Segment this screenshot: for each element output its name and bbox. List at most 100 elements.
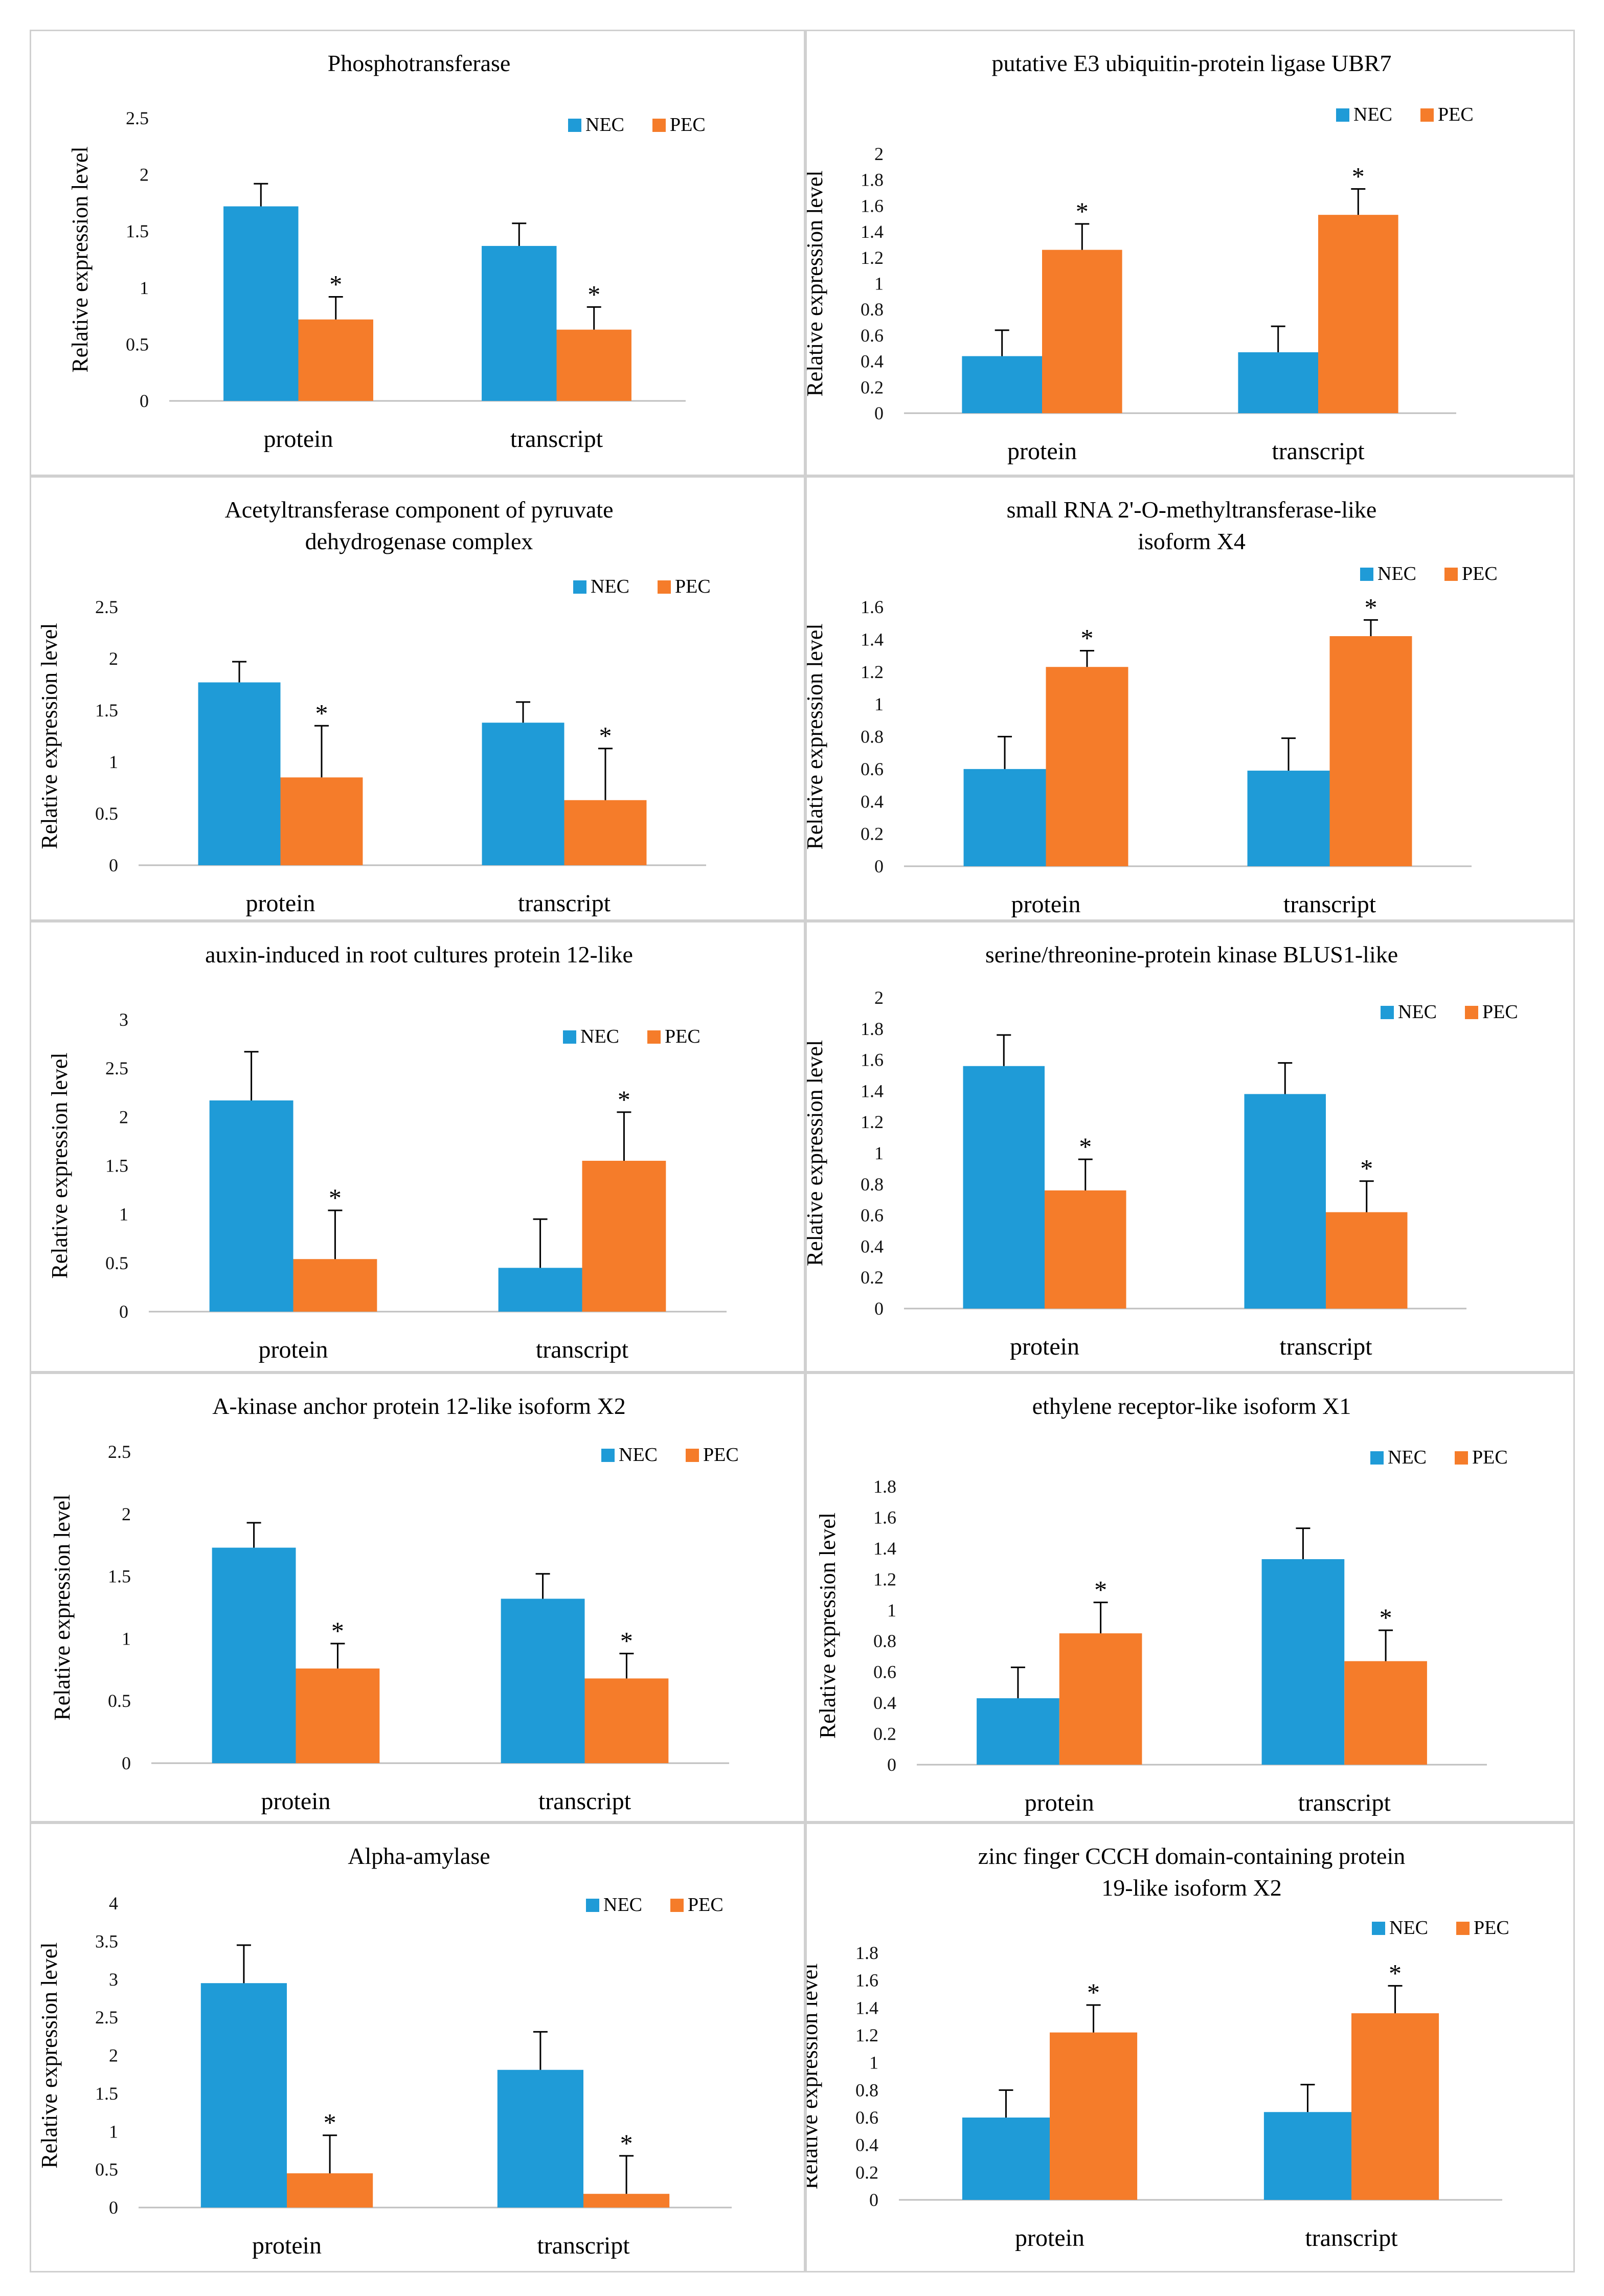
chart-panel: serine/threonine-protein kinase BLUS1-li… — [805, 921, 1575, 1372]
y-tick-label: 1.8 — [873, 1476, 896, 1497]
bar-nec — [482, 723, 564, 865]
bar-nec — [1261, 1559, 1345, 1765]
y-axis-label: Relative expression level — [37, 1942, 62, 2168]
y-tick-label: 1.6 — [855, 1970, 878, 1991]
chart-title-line: zinc finger CCCH domain-containing prote… — [978, 1843, 1405, 1869]
y-tick-label: 0.6 — [873, 1662, 896, 1682]
significance-marker: * — [329, 1183, 342, 1212]
y-tick-label: 2 — [119, 1107, 128, 1127]
significance-marker: * — [1389, 1959, 1402, 1987]
significance-marker: * — [331, 1616, 344, 1645]
legend-label: NEC — [619, 1444, 658, 1466]
y-tick-label: 2 — [109, 2045, 118, 2066]
y-tick-label: 1.8 — [861, 1019, 884, 1039]
significance-marker: * — [599, 722, 612, 750]
y-tick-label: 1.8 — [855, 1943, 878, 1963]
y-tick-label: 1.2 — [861, 247, 884, 268]
y-tick-label: 0 — [119, 1301, 128, 1322]
legend-label: PEC — [675, 576, 711, 597]
bar-nec — [963, 1066, 1045, 1309]
bar-pec — [1326, 1212, 1408, 1309]
legend-label: NEC — [1377, 563, 1416, 584]
y-tick-label: 0.8 — [861, 1174, 884, 1195]
legend-label: NEC — [591, 576, 629, 597]
y-axis-label: Relative expression level — [67, 146, 93, 372]
y-tick-label: 2.5 — [95, 2007, 118, 2028]
legend-swatch-nec — [601, 1449, 615, 1462]
y-tick-label: 3 — [119, 1009, 128, 1030]
chart-title-line: 19-like isoform X2 — [1101, 1875, 1282, 1901]
legend-label: NEC — [603, 1894, 642, 1916]
bar-pec — [584, 1678, 669, 1763]
y-tick-label: 2.5 — [108, 1442, 131, 1462]
legend-swatch-nec — [1336, 108, 1349, 122]
x-category-label: transcript — [1305, 2224, 1398, 2252]
y-tick-label: 1.5 — [108, 1566, 131, 1587]
chart-panel: small RNA 2'-O-methyltransferase-like iso… — [805, 476, 1575, 921]
legend-label: NEC — [1388, 1447, 1427, 1468]
y-tick-label: 1.5 — [95, 700, 118, 721]
legend-label: NEC — [585, 114, 624, 136]
y-axis-label: Relative expression level — [37, 623, 62, 849]
bar-nec — [482, 245, 557, 401]
legend-swatch-nec — [1370, 1451, 1384, 1465]
y-tick-label: 0.2 — [873, 1724, 896, 1744]
bar-pec — [1351, 2013, 1439, 2200]
y-tick-label: 1 — [869, 2053, 878, 2073]
bar-pec — [1344, 1661, 1427, 1765]
y-tick-label: 1 — [874, 274, 884, 294]
significance-marker: * — [1087, 1978, 1100, 2007]
y-tick-label: 2.5 — [126, 108, 149, 128]
y-tick-label: 2 — [122, 1504, 131, 1524]
x-category-label: protein — [261, 1788, 331, 1815]
y-tick-label: 0.8 — [855, 2080, 878, 2100]
significance-marker: * — [324, 2108, 336, 2137]
chart-panel: zinc finger CCCH domain-containing prote… — [805, 1822, 1575, 2272]
y-tick-label: 1.2 — [855, 2025, 878, 2045]
y-tick-label: 1.2 — [873, 1569, 896, 1589]
chart-svg: putative E3 ubiquitin-protein ligase UBR… — [807, 50, 1474, 465]
bar-nec — [212, 1547, 296, 1763]
chart-svg: ethylene receptor-like isoform X1 Relativ… — [815, 1393, 1508, 1816]
x-category-label: transcript — [1298, 1789, 1391, 1816]
y-tick-label: 1 — [140, 278, 149, 298]
x-category-label: transcript — [536, 1336, 629, 1363]
y-tick-label: 1 — [874, 694, 884, 714]
legend-label: PEC — [665, 1026, 701, 1047]
y-tick-label: 1.4 — [873, 1538, 896, 1559]
bar-pec — [293, 1259, 377, 1312]
bar-nec — [963, 769, 1046, 866]
y-tick-label: 0.5 — [105, 1253, 128, 1273]
y-tick-label: 0 — [887, 1754, 896, 1775]
significance-marker: * — [1352, 162, 1365, 190]
bar-nec — [200, 1983, 287, 2208]
y-tick-label: 1.8 — [861, 170, 884, 190]
legend-label: PEC — [1462, 563, 1498, 584]
y-tick-label: 1.6 — [861, 597, 884, 617]
significance-marker: * — [1380, 1603, 1392, 1632]
y-axis-label: Relative expression level — [807, 1963, 822, 2189]
y-tick-label: 0.4 — [855, 2135, 878, 2155]
legend-label: PEC — [703, 1444, 739, 1466]
chart-panel: auxin-induced in root cultures protein 1… — [30, 921, 805, 1372]
x-category-label: transcript — [1279, 1333, 1372, 1360]
y-tick-label: 0.5 — [95, 2159, 118, 2180]
y-tick-label: 1 — [109, 2121, 118, 2142]
x-category-label: transcript — [1272, 438, 1365, 465]
bar-pec — [1050, 2032, 1138, 2200]
y-axis-label: Relative expression level — [47, 1052, 72, 1278]
chart-svg: A-kinase anchor protein 12-like isoform … — [50, 1393, 739, 1815]
y-axis-label: Relative expression level — [807, 623, 827, 849]
legend-swatch-nec — [1372, 1922, 1385, 1935]
y-tick-label: 2 — [874, 987, 884, 1008]
legend-swatch-pec — [652, 119, 666, 132]
bar-nec — [1247, 771, 1330, 866]
y-tick-label: 3 — [109, 1969, 118, 1990]
chart-title-line: small RNA 2'-O-methyltransferase-like — [1007, 497, 1377, 523]
legend-swatch-pec — [686, 1449, 699, 1462]
x-category-label: protein — [259, 1336, 328, 1363]
bar-pec — [583, 2194, 670, 2208]
legend-label: NEC — [1398, 1001, 1437, 1023]
chart-panel: Acetyltransferase component of pyruvate d… — [30, 476, 805, 921]
bar-pec — [1059, 1633, 1142, 1765]
